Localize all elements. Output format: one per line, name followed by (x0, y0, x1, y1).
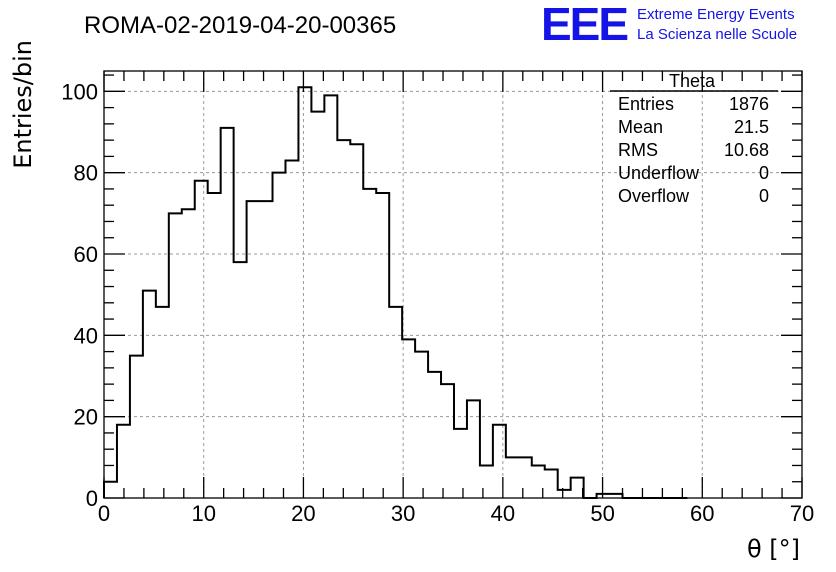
histogram-bin (169, 213, 182, 498)
histogram-bin (221, 128, 234, 498)
histogram-bin (493, 425, 506, 498)
stats-value: 21.5 (734, 117, 769, 137)
histogram-bin (428, 372, 441, 498)
logo-line-1: Extreme Energy Events (637, 6, 795, 23)
histogram-bin (545, 470, 558, 498)
histogram-bin (117, 425, 130, 498)
histogram-bin (441, 384, 454, 498)
histogram-bin (415, 352, 428, 498)
x-tick-label: 20 (291, 501, 315, 526)
histogram-bin (454, 429, 467, 498)
histogram-bin (597, 494, 610, 498)
eee-logo-icon: EEE (541, 0, 627, 50)
histogram-bin (260, 201, 273, 498)
stats-label: Overflow (618, 186, 690, 206)
stats-label: Entries (618, 94, 674, 114)
histogram-bin (273, 173, 286, 498)
histogram-bin (389, 307, 402, 498)
histogram-bin (610, 494, 623, 498)
axis-tick-labels: 0 10 20 30 40 50 60 70 0 20 40 60 80 100 (61, 79, 814, 526)
stats-value: 10.68 (724, 140, 769, 160)
histogram-bin (182, 209, 195, 498)
x-tick-label: 70 (790, 501, 814, 526)
y-tick-label: 20 (74, 405, 98, 430)
stats-box: Theta Entries 1876 Mean 21.5 RMS 10.68 Underfl… (610, 71, 778, 206)
y-tick-label: 60 (74, 242, 98, 267)
histogram-bin (558, 490, 571, 498)
histogram-bin (363, 189, 376, 498)
y-tick-label: 0 (86, 486, 98, 511)
x-tick-label: 50 (590, 501, 614, 526)
chart-title: ROMA-02-2019-04-20-00365 (84, 12, 396, 39)
histogram-bin (480, 465, 493, 498)
histogram-bin (324, 95, 337, 498)
x-tick-label: 10 (191, 501, 215, 526)
x-tick-label: 60 (690, 501, 714, 526)
histogram-outline (103, 86, 688, 499)
histogram-bin (208, 193, 221, 498)
y-tick-label: 80 (74, 161, 98, 186)
histogram-bin (143, 291, 156, 498)
stats-value: 0 (759, 186, 769, 206)
histogram-bins (104, 87, 623, 498)
histogram-bin (467, 400, 480, 498)
plot-frame (103, 70, 803, 499)
histogram-bin (234, 262, 247, 498)
histogram-bin (402, 339, 415, 498)
stats-label: Underflow (618, 163, 700, 183)
histogram-bin (298, 87, 311, 498)
histogram-bin (519, 457, 532, 498)
histogram-bin (571, 478, 584, 498)
histogram-bin (350, 144, 363, 498)
logo-line-2: La Scienza nelle Scuole (637, 26, 797, 43)
histogram-bin (130, 356, 143, 498)
histogram-bin (247, 201, 260, 498)
stats-title: Theta (669, 71, 716, 91)
y-axis-label: Entries/bin (9, 40, 37, 169)
x-tick-label: 30 (391, 501, 415, 526)
axis-ticks (103, 71, 803, 499)
histogram-bin (285, 160, 298, 498)
stats-label: Mean (618, 117, 663, 137)
stats-label: RMS (618, 140, 658, 160)
stats-value: 0 (759, 163, 769, 183)
stats-value: 1876 (729, 94, 769, 114)
y-tick-label: 100 (61, 79, 98, 104)
histogram-bin (104, 482, 117, 498)
y-tick-label: 40 (74, 323, 98, 348)
histogram-bin (337, 140, 350, 498)
histogram-bin (376, 193, 389, 498)
histogram-bin (532, 465, 545, 498)
stats-rows: Entries 1876 Mean 21.5 RMS 10.68 Underflow 0 Ove… (618, 94, 769, 206)
histogram-bin (506, 457, 519, 498)
x-axis-label: θ [°] (747, 535, 800, 563)
x-tick-label: 40 (491, 501, 515, 526)
histogram-bin (195, 181, 208, 498)
x-tick-label: 0 (98, 501, 110, 526)
histogram-bin (156, 307, 169, 498)
histogram-bin (311, 112, 324, 498)
